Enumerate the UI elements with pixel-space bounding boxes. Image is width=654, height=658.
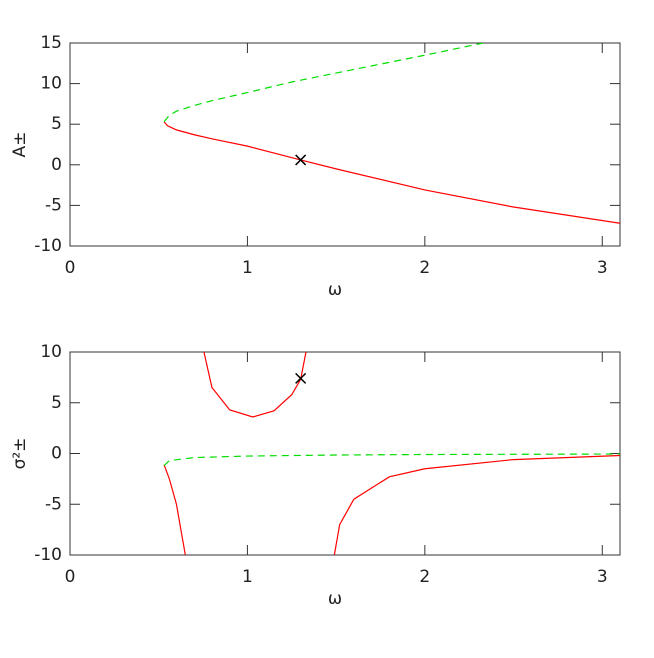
x-tick-label: 2 bbox=[419, 258, 430, 278]
x-tick-label: 0 bbox=[65, 258, 76, 278]
x-tick-label: 3 bbox=[597, 567, 608, 587]
x-axis-label: ω bbox=[328, 589, 342, 609]
y-tick-label: -5 bbox=[45, 494, 62, 514]
y-tick-label: 15 bbox=[40, 33, 62, 53]
y-tick-label: 10 bbox=[40, 74, 62, 94]
x-tick-label: 0 bbox=[65, 567, 76, 587]
x-tick-label: 1 bbox=[242, 258, 253, 278]
curve bbox=[163, 43, 484, 123]
plot-frame bbox=[69, 42, 621, 247]
y-tick-label: -5 bbox=[45, 195, 62, 215]
plot-area bbox=[163, 352, 620, 555]
x-tick-label: 1 bbox=[242, 567, 253, 587]
y-tick-label: -10 bbox=[34, 236, 62, 256]
plot-frame bbox=[69, 351, 621, 556]
curve bbox=[163, 453, 620, 467]
cross-stroke bbox=[295, 372, 307, 384]
x-tick-label: 2 bbox=[419, 567, 430, 587]
cross-marker bbox=[295, 154, 307, 166]
y-tick-label: 0 bbox=[51, 155, 62, 175]
x-tick-label: 3 bbox=[597, 258, 608, 278]
y-tick-label: 10 bbox=[40, 342, 62, 362]
y-axis-label: A± bbox=[10, 132, 30, 158]
curve bbox=[163, 352, 620, 555]
y-tick-label: -10 bbox=[34, 545, 62, 565]
y-tick-label: 5 bbox=[51, 114, 62, 134]
y-tick-label: 5 bbox=[51, 393, 62, 413]
cross-stroke bbox=[295, 154, 307, 166]
y-axis-label: σ²± bbox=[10, 438, 30, 470]
x-axis-label: ω bbox=[328, 280, 342, 300]
y-tick-label: 0 bbox=[51, 444, 62, 464]
plot-area bbox=[163, 43, 620, 224]
cross-marker bbox=[295, 372, 307, 384]
curve bbox=[163, 121, 620, 224]
